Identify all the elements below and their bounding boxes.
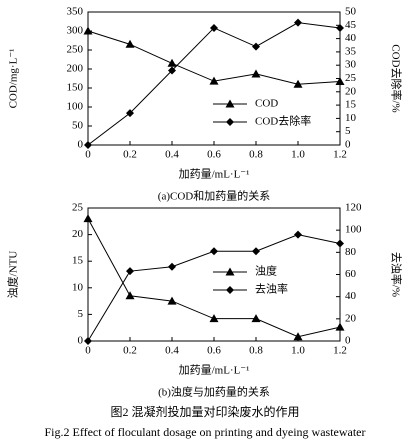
- marker-diamond: [294, 230, 302, 239]
- marker-diamond: [252, 42, 260, 51]
- y-tick-label: 15: [72, 255, 84, 267]
- x-tick-label: 0.8: [249, 149, 263, 161]
- y-tick-label: 5: [78, 308, 84, 320]
- marker-diamond: [210, 23, 218, 32]
- caption-cn: 图2 混凝剂投加量对印染废水的作用: [110, 404, 299, 419]
- x-tick-label: 0: [85, 345, 91, 357]
- y-tick-label: 0: [78, 139, 84, 151]
- marker-diamond: [252, 247, 260, 256]
- marker-diamond: [336, 239, 344, 248]
- x-tick-label: 0.2: [123, 149, 137, 161]
- chart-title: (b)浊度与加药量的关系: [158, 385, 270, 399]
- marker-triangle: [293, 79, 303, 88]
- y-tick-label: 200: [67, 63, 84, 75]
- x-tick-label: 0.4: [165, 345, 179, 357]
- marker-triangle: [125, 291, 135, 300]
- marker-diamond: [168, 262, 176, 271]
- marker-triangle: [293, 332, 303, 341]
- x-tick-label: 0: [85, 149, 91, 161]
- caption-en: Fig.2 Effect of floculant dosage on prin…: [44, 425, 365, 439]
- y-axis-label: 浊度/NTU: [6, 251, 20, 299]
- marker-triangle: [251, 69, 261, 78]
- marker-diamond: [210, 247, 218, 256]
- y-tick-label: 25: [72, 202, 84, 214]
- y2-tick-label: 60: [345, 268, 357, 280]
- legend-label: COD: [255, 98, 278, 110]
- marker-triangle: [335, 77, 345, 86]
- y2-tick-label: 40: [345, 290, 357, 302]
- legend-marker: [226, 286, 234, 294]
- x-axis-label: 加药量/mL·L⁻¹: [179, 168, 250, 181]
- x-tick-label: 0.2: [123, 345, 137, 357]
- x-tick-label: 1.0: [291, 345, 305, 357]
- marker-diamond: [168, 66, 176, 75]
- marker-triangle: [251, 314, 261, 323]
- y-tick-label: 100: [67, 101, 84, 113]
- series-line: [87, 30, 341, 85]
- legend-label: COD去除率: [255, 114, 311, 128]
- marker-triangle: [209, 314, 219, 323]
- y2-tick-label: 15: [345, 99, 357, 111]
- legend-label: 浊度: [255, 264, 277, 278]
- y2-tick-label: 30: [345, 59, 357, 71]
- marker-triangle: [335, 322, 345, 331]
- y-tick-label: 150: [67, 82, 84, 94]
- x-tick-label: 0.8: [249, 345, 263, 357]
- marker-diamond: [126, 267, 134, 276]
- y-tick-label: 20: [72, 228, 84, 240]
- y2-tick-label: 45: [345, 19, 357, 31]
- marker-diamond: [336, 23, 344, 32]
- legend-marker: [226, 118, 234, 126]
- y2-tick-label: 40: [345, 32, 357, 44]
- y2-axis-label: 去浊率/%: [389, 252, 403, 297]
- legend-marker: [225, 267, 235, 276]
- marker-triangle: [125, 39, 135, 48]
- y-tick-label: 0: [78, 335, 84, 347]
- y-tick-label: 10: [72, 281, 84, 293]
- x-tick-label: 1.2: [333, 345, 347, 357]
- x-tick-label: 1.0: [291, 149, 305, 161]
- y2-tick-label: 0: [345, 335, 351, 347]
- y2-tick-label: 10: [345, 112, 357, 124]
- y2-tick-label: 80: [345, 246, 357, 258]
- marker-triangle: [209, 76, 219, 85]
- marker-triangle: [83, 26, 93, 35]
- marker-diamond: [84, 141, 92, 149]
- y-tick-label: 300: [67, 25, 84, 37]
- y-axis-label: COD/mg·L⁻¹: [8, 49, 20, 109]
- y2-tick-label: 100: [345, 224, 362, 236]
- y2-tick-label: 120: [345, 202, 362, 214]
- y2-tick-label: 35: [345, 45, 357, 57]
- legend-marker: [225, 99, 235, 108]
- y-tick-label: 50: [72, 120, 84, 132]
- y2-tick-label: 5: [345, 125, 351, 137]
- y-tick-label: 250: [67, 44, 84, 56]
- marker-triangle: [83, 214, 93, 223]
- marker-diamond: [84, 337, 92, 345]
- x-tick-label: 0.6: [207, 149, 221, 161]
- marker-triangle: [167, 296, 177, 305]
- chart-title: (a)COD和加药量的关系: [158, 189, 270, 203]
- y2-tick-label: 20: [345, 85, 357, 97]
- y2-tick-label: 25: [345, 72, 357, 84]
- marker-diamond: [126, 109, 134, 118]
- y2-tick-label: 20: [345, 312, 357, 324]
- x-tick-label: 1.2: [333, 149, 347, 161]
- x-tick-label: 0.4: [165, 149, 179, 161]
- y2-axis-label: COD去除率/%: [389, 44, 403, 112]
- y-tick-label: 350: [67, 6, 84, 18]
- y2-tick-label: 0: [345, 139, 351, 151]
- legend-label: 去浊率: [255, 282, 288, 296]
- x-tick-label: 0.6: [207, 345, 221, 357]
- marker-diamond: [294, 18, 302, 27]
- marker-triangle: [167, 58, 177, 67]
- y2-tick-label: 50: [345, 6, 357, 18]
- x-axis-label: 加药量/mL·L⁻¹: [179, 364, 250, 377]
